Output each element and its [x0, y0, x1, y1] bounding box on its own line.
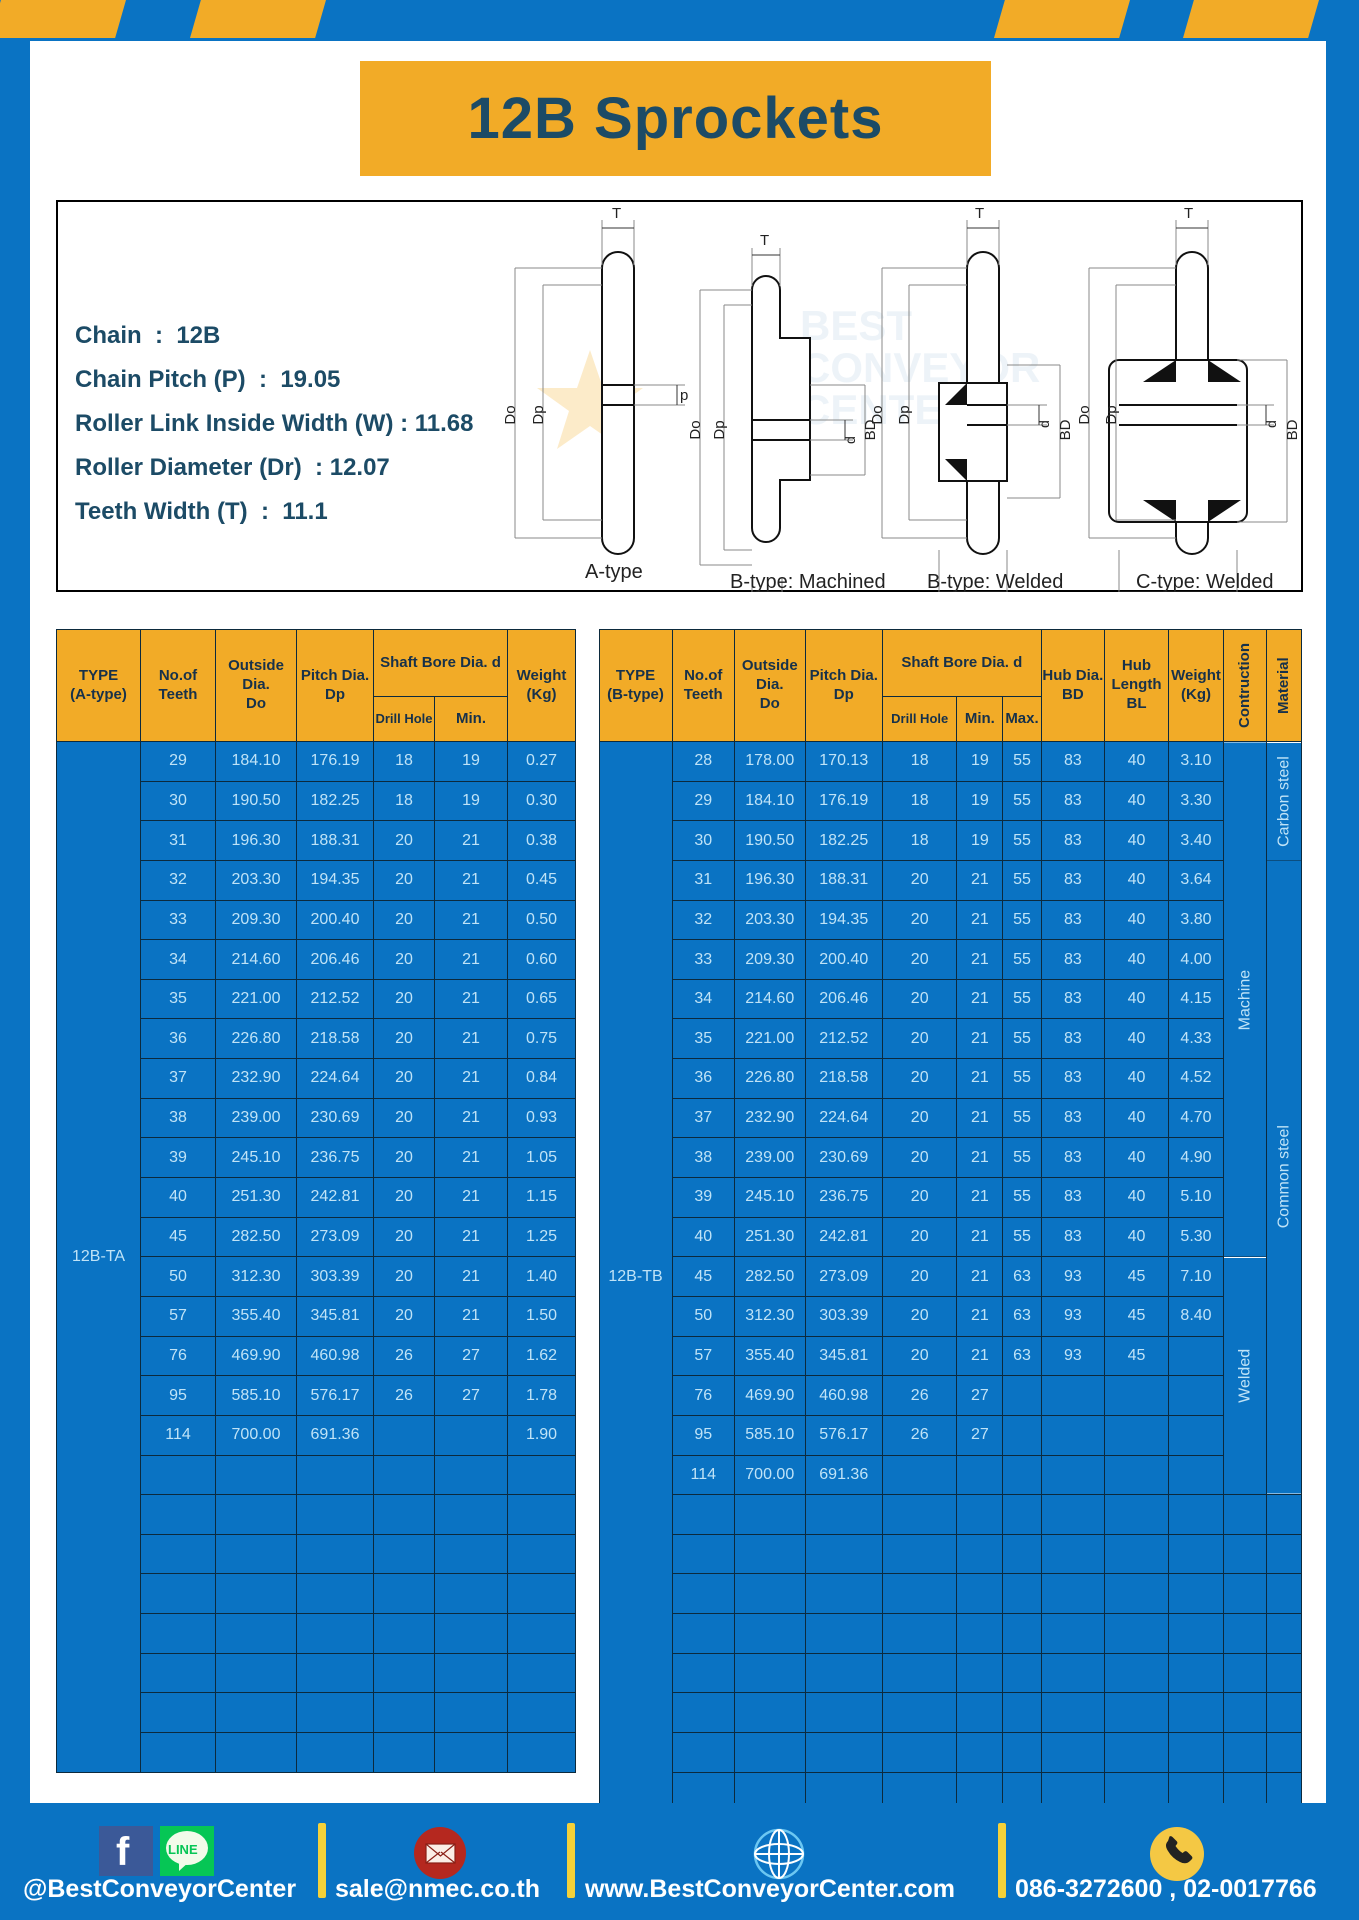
- svg-text:T: T: [975, 205, 984, 222]
- svg-text:Do: Do: [502, 405, 519, 424]
- svg-text:d: d: [1263, 420, 1279, 428]
- svg-text:BEST: BEST: [800, 302, 912, 349]
- svg-text:Do: Do: [687, 420, 704, 439]
- svg-text:T: T: [760, 232, 769, 249]
- svg-text:p: p: [680, 387, 688, 404]
- svg-text:B-type: Machined: B-type: Machined: [730, 571, 886, 592]
- svg-text:LINE: LINE: [168, 1842, 198, 1857]
- svg-text:Dp: Dp: [711, 420, 728, 439]
- svg-text:T: T: [612, 205, 621, 222]
- svg-text:Dp: Dp: [896, 405, 913, 424]
- svg-text:BD: BD: [1057, 419, 1074, 440]
- svg-text:d: d: [842, 436, 858, 444]
- svg-text:Dp: Dp: [1103, 405, 1120, 424]
- svg-text:B-type: Welded: B-type: Welded: [927, 571, 1063, 592]
- svg-text:f: f: [116, 1830, 130, 1874]
- svg-text:d: d: [1036, 420, 1052, 428]
- svg-text:BD: BD: [1284, 419, 1301, 440]
- svg-text:Do: Do: [869, 405, 886, 424]
- svg-text:Dp: Dp: [530, 405, 547, 424]
- svg-text:A-type: A-type: [585, 561, 643, 583]
- svg-text:C-type: Welded: C-type: Welded: [1136, 571, 1273, 592]
- svg-text:T: T: [1184, 205, 1193, 222]
- svg-text:Do: Do: [1076, 405, 1093, 424]
